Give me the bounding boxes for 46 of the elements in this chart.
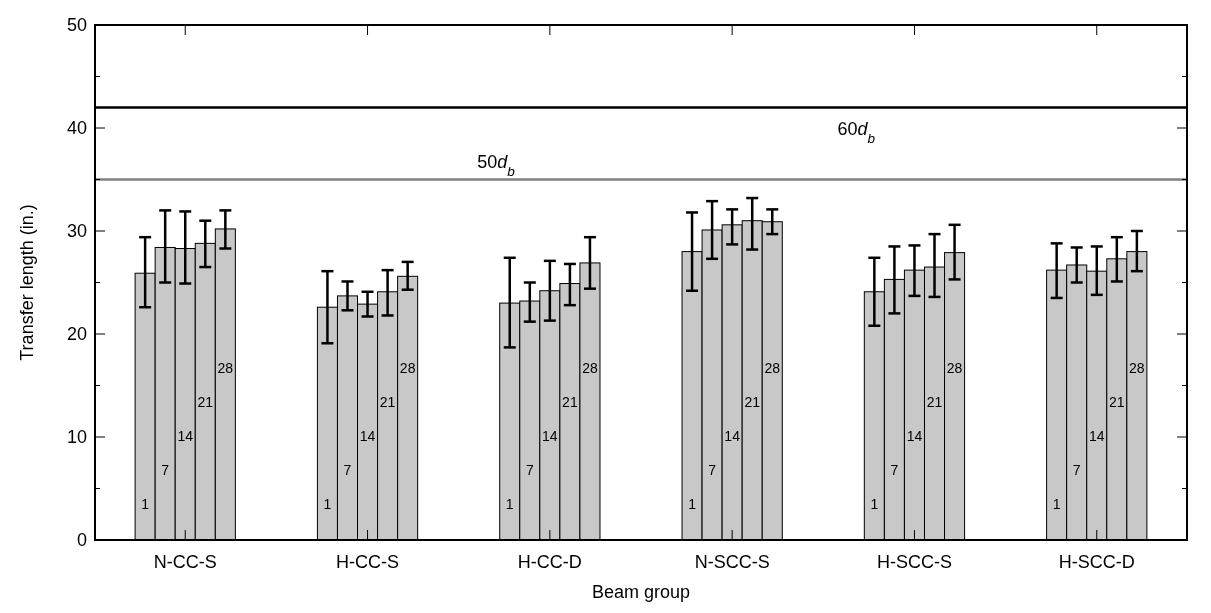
y-tick-label: 30 xyxy=(66,221,87,242)
x-tick-label: N-SCC-S xyxy=(694,552,770,572)
text: 21 xyxy=(1109,394,1125,411)
text: 21 xyxy=(562,394,578,411)
series-label: 7 xyxy=(161,462,170,479)
text: 1 xyxy=(870,496,879,513)
y-axis-title: Transfer length (in.) xyxy=(17,204,37,361)
text: 28 xyxy=(399,360,416,377)
text: 28 xyxy=(946,360,963,377)
y-tick-label: 10 xyxy=(66,427,87,448)
text: 1 xyxy=(323,496,332,513)
text: 14 xyxy=(1088,428,1105,445)
series-label: 1 xyxy=(1052,496,1061,513)
y-tick-label: 40 xyxy=(66,118,87,139)
text: 28 xyxy=(582,360,598,377)
series-label: 28 xyxy=(217,360,234,377)
y-tick-label: 50 xyxy=(66,15,87,36)
text: 21 xyxy=(926,394,943,411)
text: 21 xyxy=(379,394,396,411)
text: 7 xyxy=(525,462,534,479)
x-tick-label: N-CC-S xyxy=(153,552,217,572)
series-label: 14 xyxy=(542,428,558,445)
text: 1 xyxy=(688,496,696,513)
text: 7 xyxy=(343,462,352,479)
x-axis-title: Beam group xyxy=(591,582,691,602)
text: 28 xyxy=(1129,360,1145,377)
text: 1 xyxy=(141,496,150,513)
y-tick-label: 0 xyxy=(76,530,87,551)
text: 1 xyxy=(505,496,514,513)
text: 28 xyxy=(764,360,781,377)
text: 14 xyxy=(724,428,740,445)
text: 7 xyxy=(1072,462,1081,479)
x-tick-label: H-SCC-S xyxy=(876,552,952,572)
ref-line-label: 60d$_{b}$ xyxy=(837,119,876,146)
series-label: 21 xyxy=(197,394,214,411)
text: 14 xyxy=(359,428,376,445)
x-tick-label: H-CC-S xyxy=(336,552,400,572)
text: 21 xyxy=(744,394,760,411)
text: 14 xyxy=(177,428,194,445)
x-tick-label: H-CC-D xyxy=(517,552,582,572)
text: 14 xyxy=(906,428,923,445)
text: 7 xyxy=(708,462,716,479)
y-tick-label: 20 xyxy=(66,324,87,345)
text: 7 xyxy=(890,462,899,479)
x-tick-label: H-SCC-D xyxy=(1058,552,1135,572)
ref-line-label: 50d$_{b}$ xyxy=(477,151,516,178)
